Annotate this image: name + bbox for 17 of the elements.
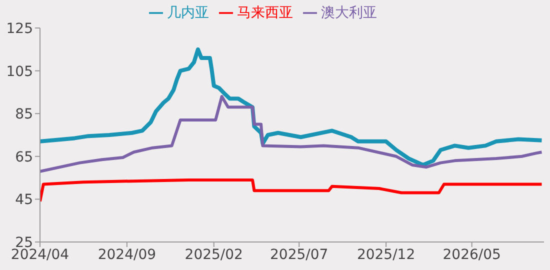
y-tick-label: 85 bbox=[15, 106, 33, 123]
legend-label: 几内亚 bbox=[167, 5, 209, 21]
x-tick-label: 2024/04 bbox=[10, 246, 70, 263]
x-tick-label: 2025/07 bbox=[270, 246, 328, 263]
line-series bbox=[40, 47, 544, 167]
x-tick-label: 2026/05 bbox=[442, 246, 501, 263]
y-tick-label: 125 bbox=[6, 20, 33, 37]
line-series bbox=[40, 94, 544, 173]
y-tick-label: 105 bbox=[6, 64, 33, 80]
line-series bbox=[40, 178, 544, 203]
y-tick-label: 65 bbox=[15, 149, 33, 166]
x-tick-label: 2025/12 bbox=[356, 246, 416, 263]
legend-label: 澳大利亚 bbox=[321, 5, 377, 21]
x-tick-label: 2024/09 bbox=[98, 246, 156, 263]
legend-label: 马来西亚 bbox=[237, 5, 293, 21]
y-tick-label: 45 bbox=[15, 192, 33, 208]
x-tick-label: 2025/02 bbox=[184, 246, 243, 263]
